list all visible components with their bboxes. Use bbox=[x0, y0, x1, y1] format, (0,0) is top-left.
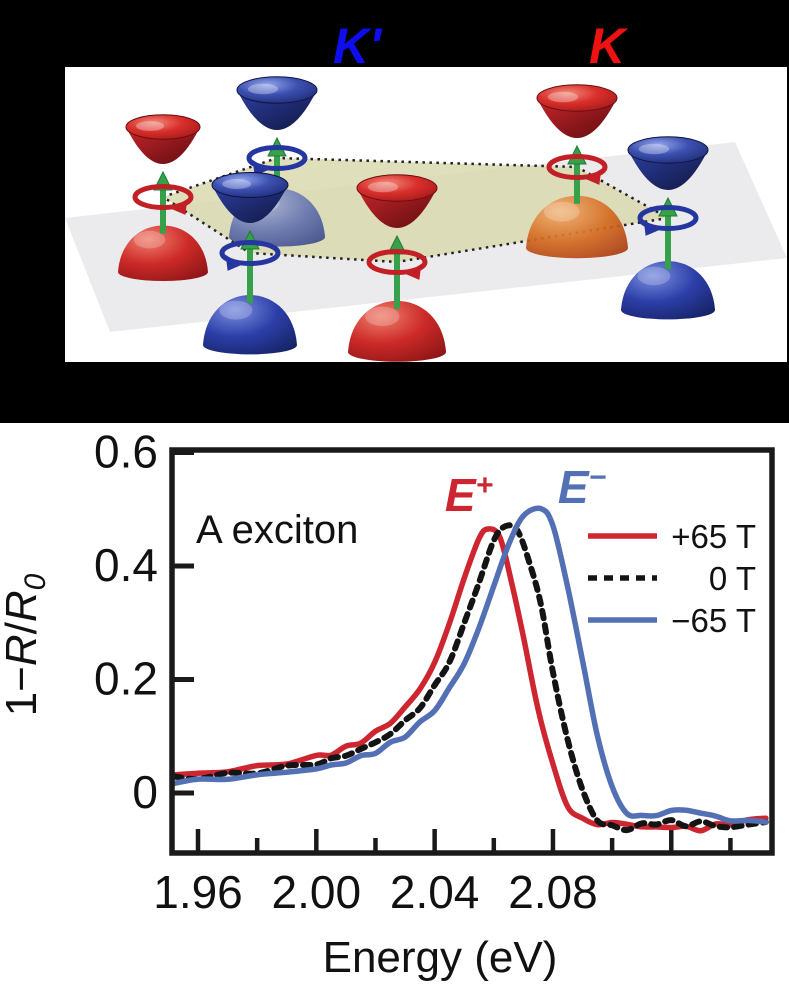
spectrum-curve-−65T bbox=[174, 505, 769, 825]
dome-highlight bbox=[219, 300, 253, 320]
chart-legend: +65 T 0 T −65 T bbox=[588, 518, 756, 639]
dome-highlight bbox=[637, 266, 671, 286]
conduction-band-cup bbox=[628, 150, 708, 190]
conduction-band-cup bbox=[537, 98, 617, 138]
spectra-curves bbox=[174, 505, 769, 834]
x-axis-title: Energy (eV) bbox=[323, 933, 558, 982]
legend-label-minus65: −65 T bbox=[671, 602, 756, 639]
sigma-plus-circulation-icon bbox=[132, 184, 194, 210]
legend-label-plus65: +65 T bbox=[671, 518, 756, 555]
valence-band-dome bbox=[526, 195, 628, 259]
y-tick-label: 0.4 bbox=[94, 539, 158, 591]
valence-band-dome bbox=[348, 300, 446, 362]
cup-highlight bbox=[222, 178, 252, 190]
circulation-arrowhead bbox=[405, 263, 422, 280]
cup-highlight bbox=[638, 143, 670, 155]
k-valley-label: K bbox=[589, 18, 629, 74]
sigma-minus-circulation-icon bbox=[637, 205, 699, 231]
axis-ticks: 1.96 2.00 2.04 2.08 0 0.2 0.4 0.6 bbox=[94, 426, 733, 918]
sigma-minus-circulation-icon bbox=[219, 240, 281, 266]
cup-rim bbox=[536, 84, 618, 112]
e-minus-peak-label: E− bbox=[558, 461, 606, 513]
plot-annotation: A exciton bbox=[196, 508, 358, 552]
valley-back-left bbox=[118, 114, 208, 281]
circulation-arrowhead bbox=[225, 254, 242, 271]
x-tick-label: 2.00 bbox=[272, 866, 362, 918]
valence-band-dome bbox=[118, 225, 208, 281]
x-tick-label: 2.04 bbox=[390, 866, 480, 918]
dome-highlight bbox=[543, 201, 580, 222]
valence-band-dome bbox=[203, 295, 297, 355]
cup-highlight bbox=[247, 83, 279, 95]
y-tick-label: 0.6 bbox=[94, 426, 158, 478]
cup-highlight bbox=[367, 181, 399, 193]
dome-highlight bbox=[133, 230, 166, 249]
cup-rim bbox=[211, 171, 289, 199]
y-tick-label: 0.2 bbox=[94, 653, 158, 705]
valley-front-right bbox=[348, 174, 446, 362]
x-tick-label: 2.08 bbox=[508, 866, 598, 918]
valley-front-left bbox=[203, 171, 297, 355]
diagram-scene bbox=[65, 76, 787, 362]
cup-rim bbox=[627, 136, 709, 164]
conduction-band-cup bbox=[126, 127, 200, 164]
conduction-band-cup bbox=[237, 90, 317, 130]
cup-rim bbox=[236, 76, 318, 104]
y-axis-title: 1−R/R0 bbox=[0, 573, 52, 716]
cup-rim bbox=[356, 174, 438, 202]
chart-background bbox=[0, 423, 789, 1006]
spectrum-curve-+65T bbox=[174, 526, 769, 834]
conduction-band-cup bbox=[212, 185, 288, 223]
circulation-arrowhead bbox=[252, 159, 269, 176]
cup-rim bbox=[125, 114, 201, 140]
x-tick-label: 1.96 bbox=[153, 866, 243, 918]
e-plus-peak-label: E+ bbox=[445, 469, 493, 521]
cup-highlight bbox=[135, 121, 165, 131]
valence-band-dome bbox=[621, 261, 715, 320]
legend-label-0t: 0 T bbox=[709, 560, 756, 597]
circulation-arrowhead bbox=[171, 198, 188, 215]
valley-back-right bbox=[526, 84, 628, 259]
cup-highlight bbox=[547, 91, 579, 103]
sigma-plus-circulation-icon bbox=[366, 249, 428, 275]
circulation-arrowhead bbox=[585, 168, 602, 185]
band-structure-diagram: K' K bbox=[0, 0, 789, 423]
plot-frame bbox=[169, 447, 775, 856]
dome-highlight bbox=[365, 306, 400, 327]
sigma-minus-circulation-icon bbox=[246, 145, 308, 171]
spectrum-curve-0T bbox=[174, 522, 769, 834]
conduction-band-cup bbox=[357, 188, 437, 228]
circulation-arrowhead bbox=[643, 219, 660, 236]
kprime-valley-label: K' bbox=[333, 18, 383, 74]
sigma-plus-circulation-icon bbox=[546, 154, 608, 180]
valley-right bbox=[621, 136, 715, 320]
y-tick-label: 0 bbox=[132, 766, 158, 818]
